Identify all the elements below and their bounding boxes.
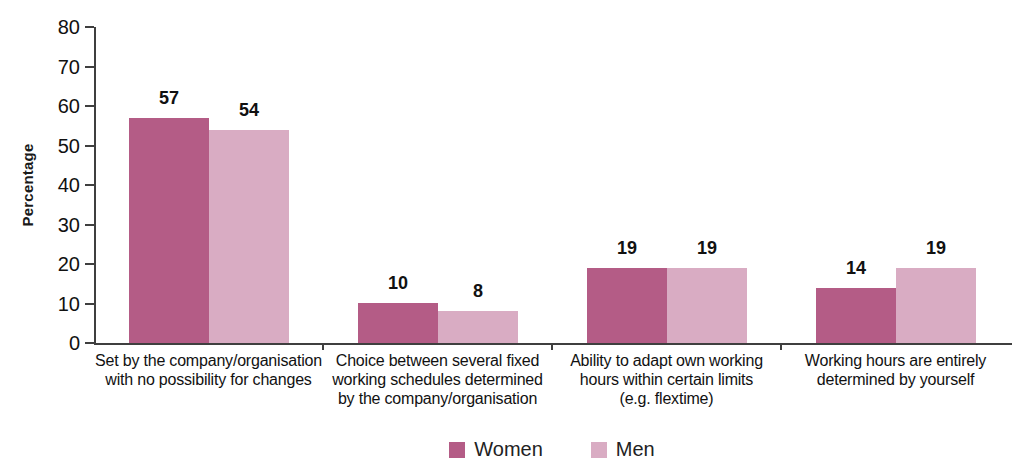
category-label: Working hours are entirely determined by… [781, 351, 1010, 389]
y-tick-mark [85, 303, 94, 305]
y-tick-mark [85, 145, 94, 147]
y-tick-label: 40 [0, 173, 80, 197]
legend-item-men: Men [591, 438, 655, 461]
bar-value-label: 54 [209, 100, 289, 120]
bar-value-label: 19 [667, 238, 747, 258]
bar-value-label: 10 [358, 273, 438, 293]
legend: Women Men [94, 438, 1010, 461]
y-tick-label: 80 [0, 15, 80, 39]
legend-label: Women [474, 438, 543, 461]
bar-women [358, 303, 438, 343]
y-tick-label: 10 [0, 292, 80, 316]
y-tick-label: 20 [0, 252, 80, 276]
bar-value-label: 14 [816, 258, 896, 278]
y-tick-mark [85, 66, 94, 68]
bar-women [587, 268, 667, 343]
y-tick-mark [85, 224, 94, 226]
category-label: Ability to adapt own working hours withi… [552, 351, 781, 408]
x-tick-mark [322, 343, 324, 350]
y-tick-label: 70 [0, 55, 80, 79]
grouped-bar-chart: Percentage WomenMen 01020304050607080575… [0, 0, 1024, 476]
y-tick-label: 0 [0, 331, 80, 355]
legend-label: Men [616, 438, 655, 461]
bar-women [816, 288, 896, 343]
bar-value-label: 19 [587, 238, 667, 258]
bar-value-label: 57 [129, 88, 209, 108]
x-tick-mark [780, 343, 782, 350]
bar-men [896, 268, 976, 343]
category-label: Set by the company/organisation with no … [94, 351, 323, 389]
y-tick-mark [85, 184, 94, 186]
y-tick-mark [85, 342, 94, 344]
legend-item-women: Women [449, 438, 543, 461]
bar-men [438, 311, 518, 343]
category-label: Choice between several fixed working sch… [323, 351, 552, 408]
x-tick-mark [551, 343, 553, 350]
y-tick-label: 50 [0, 134, 80, 158]
bar-men [209, 130, 289, 343]
y-tick-mark [85, 105, 94, 107]
y-tick-label: 30 [0, 213, 80, 237]
y-tick-label: 60 [0, 94, 80, 118]
y-tick-mark [85, 26, 94, 28]
y-tick-mark [85, 263, 94, 265]
legend-swatch-icon [449, 442, 465, 458]
bar-men [667, 268, 747, 343]
bar-value-label: 8 [438, 281, 518, 301]
legend-swatch-icon [591, 442, 607, 458]
bar-women [129, 118, 209, 343]
bar-value-label: 19 [896, 238, 976, 258]
